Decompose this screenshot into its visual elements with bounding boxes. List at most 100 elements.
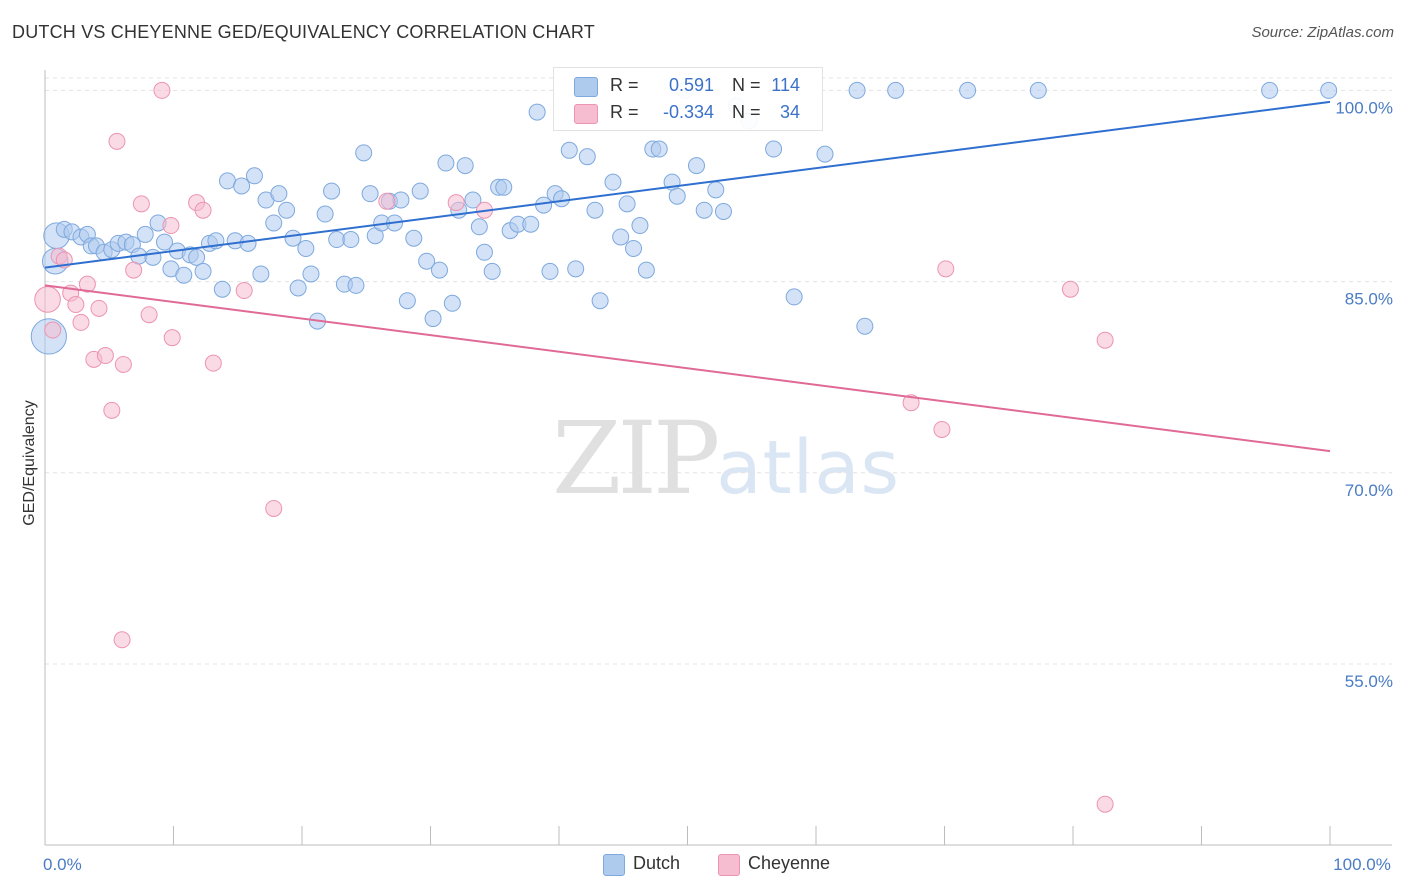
legend-row-cheyenne: R = -0.334 N = 34 — [554, 102, 822, 130]
dutch-point — [631, 217, 649, 235]
cheyenne-point — [235, 282, 253, 300]
dutch-point — [188, 248, 206, 266]
cheyenne-point — [125, 261, 143, 279]
dutch-point — [650, 140, 668, 158]
cheyenne-point — [447, 194, 465, 212]
dutch-point — [239, 234, 257, 252]
dutch-point — [424, 310, 442, 328]
dutch-point — [316, 205, 334, 223]
dutch-point — [144, 248, 162, 266]
dutch-point — [233, 177, 251, 195]
watermark: ZIPatlas — [552, 400, 900, 517]
dutch-point — [553, 190, 571, 208]
dutch-point — [136, 225, 154, 243]
tick-labels: 100.0% 85.0% 70.0% 55.0% 0.0% 100.0% — [43, 98, 1393, 874]
cheyenne-point — [1061, 280, 1079, 298]
cheyenne-point — [72, 313, 90, 331]
dutch-point — [270, 185, 288, 203]
trend-lines — [44, 100, 1331, 453]
dutch-point — [887, 81, 905, 99]
dutch-point — [687, 157, 705, 175]
dutch-point — [347, 276, 365, 294]
cheyenne-point — [378, 192, 396, 210]
cheyenne-point — [153, 81, 171, 99]
dutch-point — [707, 181, 725, 199]
cheyenne-point — [132, 195, 150, 213]
axis-ticks — [44, 826, 1331, 845]
r-label: R = — [610, 102, 639, 122]
dutch-point — [668, 187, 686, 205]
cheyenne-point — [78, 275, 96, 293]
dutch-point — [560, 141, 578, 159]
correlation-legend: R = 0.591 N = 114 R = -0.334 N = 34 — [553, 67, 823, 131]
watermark-atlas: atlas — [716, 425, 901, 511]
cheyenne-point — [90, 299, 108, 317]
dutch-point — [213, 280, 231, 298]
dutch-point — [443, 294, 461, 312]
dutch-point — [475, 243, 493, 261]
n-value: 34 — [779, 102, 800, 122]
n-value: 114 — [771, 75, 800, 95]
dutch-point — [355, 144, 373, 162]
cheyenne-point — [1096, 795, 1114, 813]
cheyenne-point — [163, 329, 181, 347]
dutch-point — [342, 231, 360, 249]
dutch-point — [156, 233, 174, 251]
dutch-point — [361, 185, 379, 203]
dutch-point — [586, 201, 604, 219]
y-tick-label: 55.0% — [1345, 672, 1393, 691]
cheyenne-point — [933, 420, 951, 438]
dutch-point — [418, 252, 436, 270]
dutch-point — [302, 265, 320, 283]
dutch-point — [959, 81, 977, 99]
series-legend: Dutch Cheyenne — [0, 852, 1406, 878]
cheyenne-point — [67, 296, 85, 314]
dutch-point — [695, 201, 713, 219]
cheyenne-point — [114, 355, 132, 373]
dutch-point — [765, 140, 783, 158]
cheyenne-point — [902, 394, 920, 412]
dutch-point — [323, 182, 341, 200]
dutch-point — [430, 261, 448, 279]
r-value: 0.591 — [668, 75, 714, 95]
dutch-point — [175, 266, 193, 284]
dutch-point — [284, 229, 302, 247]
dutch-point — [625, 239, 643, 257]
dutch-point — [578, 148, 596, 166]
dutch-point — [816, 145, 834, 163]
dutch-point — [848, 81, 866, 99]
cheyenne-point — [937, 260, 955, 278]
dutch-trend-line — [44, 100, 1331, 269]
dutch-point — [411, 182, 429, 200]
cheyenne-point — [265, 499, 283, 517]
dutch-point — [265, 214, 283, 232]
dutch-point — [405, 229, 423, 247]
cheyenne-point — [194, 201, 212, 219]
cheyenne-point — [96, 347, 114, 365]
dutch-point — [637, 261, 655, 279]
dutch-point — [1320, 81, 1338, 99]
cheyenne-point — [108, 132, 126, 150]
dutch-point — [618, 195, 636, 213]
dutch-point — [1029, 81, 1047, 99]
dutch-swatch — [574, 77, 598, 97]
legend-label-dutch: Dutch — [633, 853, 681, 873]
cheyenne-point — [34, 286, 61, 313]
dutch-point — [591, 292, 609, 310]
cheyenne-swatch — [574, 104, 598, 124]
n-label: N = — [732, 102, 761, 122]
dutch-point — [612, 228, 630, 246]
cheyenne-point — [103, 401, 121, 419]
series-cheyenne — [34, 81, 1114, 813]
y-tick-label: 85.0% — [1345, 290, 1393, 309]
x-tick-label: 0.0% — [43, 855, 82, 874]
r-label: R = — [610, 75, 639, 95]
dutch-point — [194, 262, 212, 280]
dutch-point — [470, 218, 488, 236]
dutch-swatch — [603, 854, 625, 876]
dutch-point — [456, 157, 474, 175]
y-tick-label: 70.0% — [1345, 481, 1393, 500]
dutch-point — [522, 215, 540, 233]
legend-row-dutch: R = 0.591 N = 114 — [554, 75, 822, 103]
dutch-point — [785, 288, 803, 306]
